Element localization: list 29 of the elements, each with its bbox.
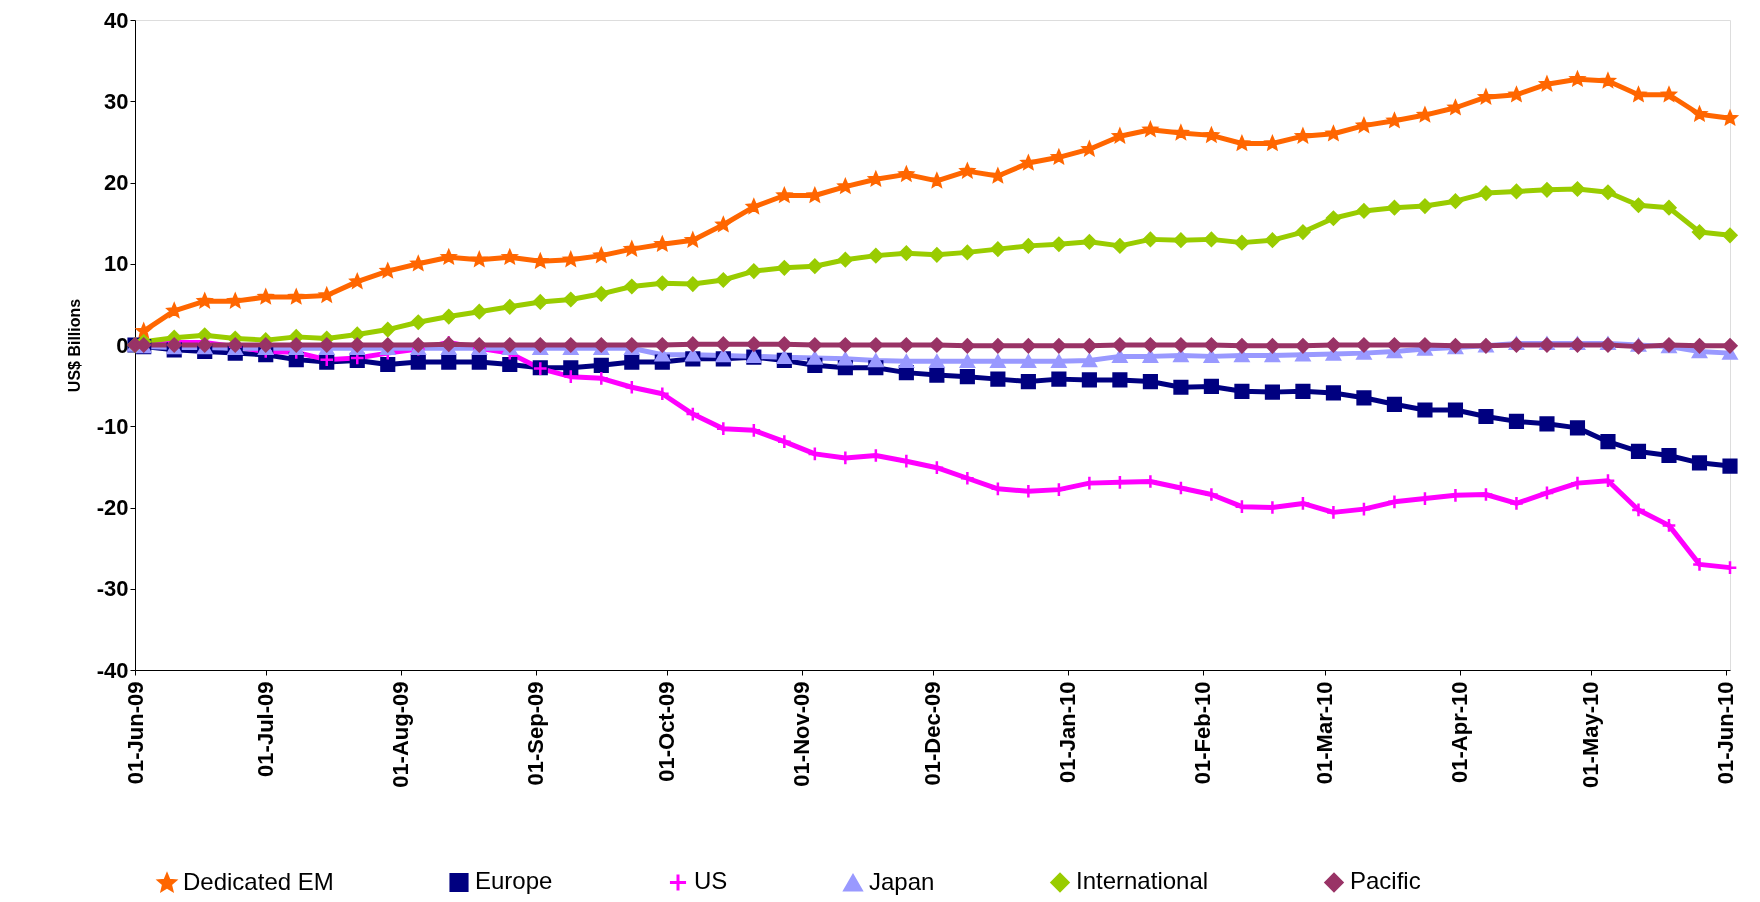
y-axis-title: US$ Billions [65,298,83,393]
y-tick-label: 40 [104,7,129,33]
x-tick-label: 01-Jan-10 [1055,681,1081,784]
x-tick-label: 01-Oct-09 [654,681,680,782]
legend-label: Pacific [1350,867,1421,895]
legend-label: International [1076,867,1209,895]
x-tick-label: 01-Feb-10 [1190,681,1216,785]
legend-label: Europe [475,867,553,895]
y-tick-label: -30 [96,576,129,602]
y-tick-label: 20 [104,170,129,195]
y-tick-label: -10 [96,413,129,439]
x-tick-label: 01-Dec-09 [920,681,945,786]
x-tick-label: 01-Apr-10 [1447,681,1473,783]
y-tick-label: 10 [104,251,129,277]
y-tick-label: 0 [116,332,129,358]
x-tick-label: 01-Nov-09 [789,681,815,787]
y-tick-label: -40 [96,657,129,683]
x-tick-label: 01-Jun-10 [1713,681,1739,785]
legend-label: Japan [869,868,935,896]
y-tick-label: 30 [104,88,129,114]
x-tick-label: 01-Sep-09 [523,681,549,786]
x-tick-label: 01-May-10 [1578,681,1604,788]
x-tick-label: 01-Jun-09 [122,681,148,785]
x-tick-label: 01-Aug-09 [388,681,414,788]
legend-label: Dedicated EM [183,868,334,896]
x-tick-label: 01-Jul-09 [253,681,279,777]
legend-label: US [694,867,728,895]
y-tick-label: -20 [96,495,129,520]
x-tick-label: 01-Mar-10 [1312,681,1338,785]
